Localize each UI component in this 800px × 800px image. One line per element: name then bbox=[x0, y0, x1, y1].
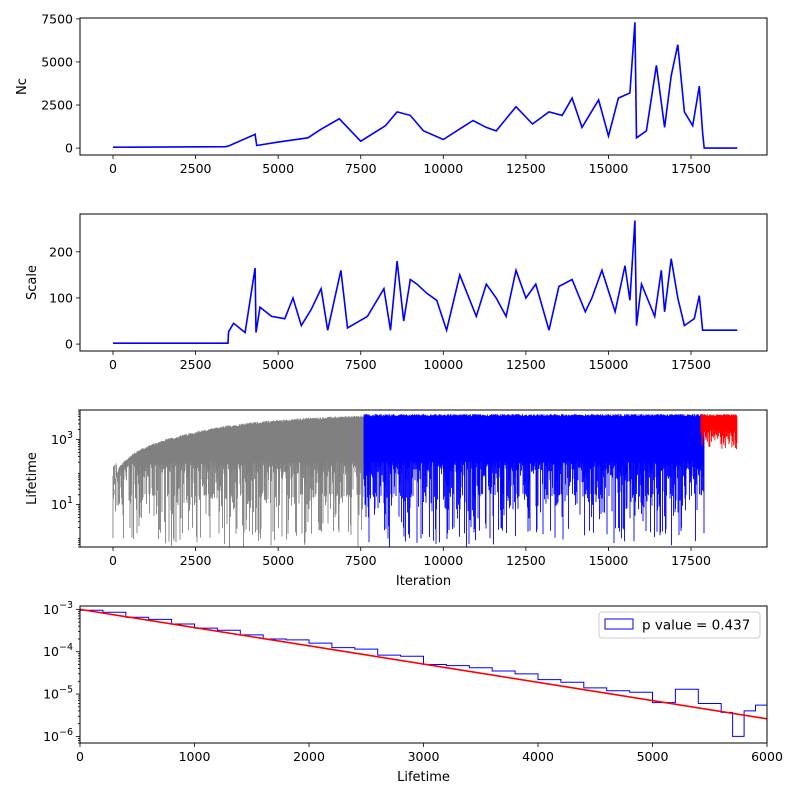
x-tick-label: 17500 bbox=[671, 553, 711, 568]
fit-line bbox=[80, 608, 767, 720]
x-tick-label: 15000 bbox=[589, 553, 629, 568]
y-tick-label: 0 bbox=[65, 337, 73, 352]
x-tick-label: 7500 bbox=[345, 161, 377, 176]
lifetime-series-tail bbox=[700, 414, 738, 450]
x-tick-label: 2500 bbox=[180, 357, 212, 372]
x-tick-label: 10000 bbox=[423, 357, 463, 372]
lifetime-histogram-panel: 0 1000 2000 3000 4000 5000 6000 10−6 10−5 10−4 10−… bbox=[43, 600, 783, 785]
x-tick-label: 12500 bbox=[506, 553, 546, 568]
legend-label: p value = 0.437 bbox=[642, 618, 750, 634]
y-tick-label: 5000 bbox=[41, 54, 73, 69]
x-tick-label: 12500 bbox=[506, 161, 546, 176]
plot-frame bbox=[79, 17, 768, 156]
lifetime-iteration-panel: 0 2500 5000 7500 10000 12500 15000 17500 101 103 L… bbox=[25, 409, 768, 589]
y-tick-label: 10−5 bbox=[43, 685, 73, 702]
x-tick-label: 5000 bbox=[262, 357, 294, 372]
y-tick-label: 2500 bbox=[41, 98, 73, 113]
x-tick-label: 7500 bbox=[345, 553, 377, 568]
y-tick-label: 100 bbox=[49, 290, 73, 305]
x-tick-label: 1000 bbox=[179, 749, 211, 764]
y-tick-label: 10−3 bbox=[43, 600, 73, 617]
y-tick-label: 7500 bbox=[41, 11, 73, 26]
plot-frame bbox=[79, 605, 768, 744]
legend-box bbox=[598, 611, 761, 639]
lifetime-series-warmup bbox=[112, 415, 365, 547]
x-tick-label: 15000 bbox=[589, 161, 629, 176]
lifetime-series-main bbox=[363, 414, 705, 547]
x-tick-label: 4000 bbox=[522, 749, 554, 764]
x-tick-label: 0 bbox=[109, 553, 117, 568]
x-axis-label: Lifetime bbox=[397, 770, 450, 785]
y-tick-label: 10−4 bbox=[43, 642, 73, 659]
series-line bbox=[113, 220, 738, 345]
y-tick-label: 103 bbox=[51, 430, 73, 447]
x-tick-label: 2500 bbox=[180, 553, 212, 568]
x-tick-label: 6000 bbox=[751, 749, 783, 764]
plot-frame bbox=[79, 409, 768, 548]
x-tick-label: 3000 bbox=[408, 749, 440, 764]
plot-frame bbox=[79, 213, 768, 352]
x-tick-label: 0 bbox=[109, 357, 117, 372]
x-tick-label: 17500 bbox=[671, 161, 711, 176]
y-tick-label: 10−6 bbox=[43, 727, 73, 744]
x-tick-label: 0 bbox=[76, 749, 84, 764]
x-tick-label: 12500 bbox=[506, 357, 546, 372]
y-axis-label: Scale bbox=[25, 265, 40, 300]
legend: p value = 0.437 bbox=[598, 611, 761, 639]
y-axis-label: Nc bbox=[15, 78, 30, 95]
x-tick-label: 0 bbox=[109, 161, 117, 176]
legend-swatch bbox=[604, 618, 634, 630]
x-tick-label: 2000 bbox=[293, 749, 325, 764]
x-tick-label: 5000 bbox=[262, 553, 294, 568]
scale-panel: 0 2500 5000 7500 10000 12500 15000 17500 0 100 200… bbox=[25, 213, 768, 372]
x-tick-label: 5000 bbox=[262, 161, 294, 176]
x-tick-label: 7500 bbox=[345, 357, 377, 372]
x-tick-label: 10000 bbox=[423, 553, 463, 568]
y-axis-label: Lifetime bbox=[25, 452, 40, 505]
series-line bbox=[112, 22, 738, 149]
y-tick-label: 101 bbox=[51, 495, 73, 512]
x-tick-label: 17500 bbox=[671, 357, 711, 372]
x-axis-label: Iteration bbox=[396, 574, 451, 589]
x-tick-label: 10000 bbox=[423, 161, 463, 176]
y-tick-label: 200 bbox=[49, 244, 73, 259]
x-tick-label: 15000 bbox=[589, 357, 629, 372]
nc-panel: 0 2500 5000 7500 10000 12500 15000 17500 0 2500 50… bbox=[15, 11, 768, 176]
x-tick-label: 2500 bbox=[180, 161, 212, 176]
y-tick-label: 0 bbox=[65, 141, 73, 156]
x-tick-label: 5000 bbox=[637, 749, 669, 764]
